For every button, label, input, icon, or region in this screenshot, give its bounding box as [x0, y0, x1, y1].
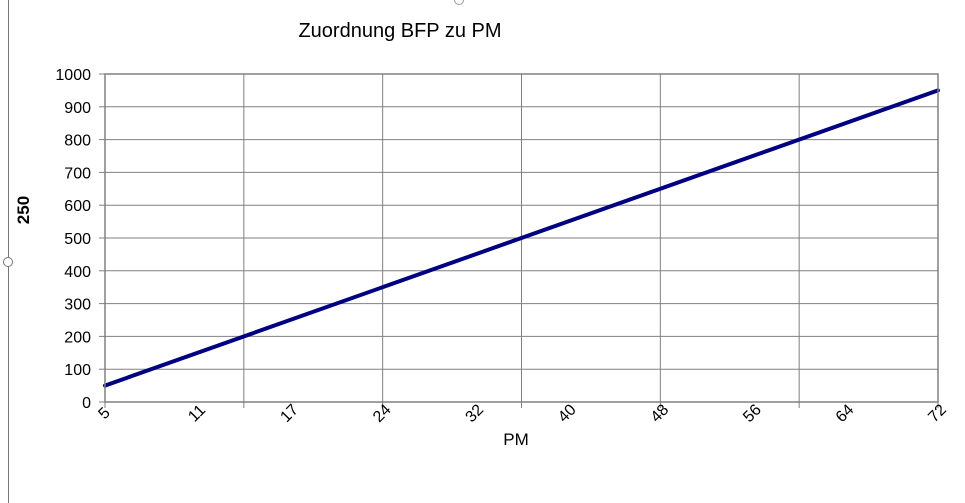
y-tick-label: 400: [64, 264, 91, 281]
x-tick-label: 56: [740, 401, 765, 426]
y-tick-label: 100: [64, 362, 91, 379]
x-axis-ticks: 5 11 17 24 32 40 48 56 64 72: [95, 401, 950, 426]
x-tick-label: 24: [370, 401, 395, 426]
y-tick-label: 300: [64, 297, 91, 314]
series-layer: [103, 88, 940, 388]
resize-handle-left[interactable]: [3, 257, 13, 267]
x-tick-label: 48: [648, 401, 673, 426]
chart-title: Zuordnung BFP zu PM: [298, 20, 502, 42]
y-tick-label: 1000: [55, 67, 91, 84]
x-tick-label: 32: [463, 401, 488, 426]
x-tick-label: 64: [833, 401, 858, 426]
series-line: [103, 88, 940, 388]
x-tick-label: 40: [555, 401, 580, 426]
x-tick-label: 72: [925, 401, 950, 426]
y-tick-label: 800: [64, 133, 91, 150]
y-tick-label: 0: [82, 395, 91, 412]
x-tick-label: 17: [277, 401, 302, 426]
y-tick-label: 200: [64, 329, 91, 346]
y-tick-label: 600: [64, 198, 91, 215]
x-tick-label: 11: [185, 402, 209, 426]
frame-border-line: [8, 0, 9, 503]
x-axis-title: PM: [503, 430, 529, 449]
y-tick-label: 700: [64, 165, 91, 182]
y-tick-label: 900: [64, 100, 91, 117]
y-axis-ticks: 0 100 200 300 400 500 600 700 800 900 1000: [55, 67, 91, 412]
y-tick-label: 500: [64, 231, 91, 248]
plot-area-border: [104, 73, 939, 403]
